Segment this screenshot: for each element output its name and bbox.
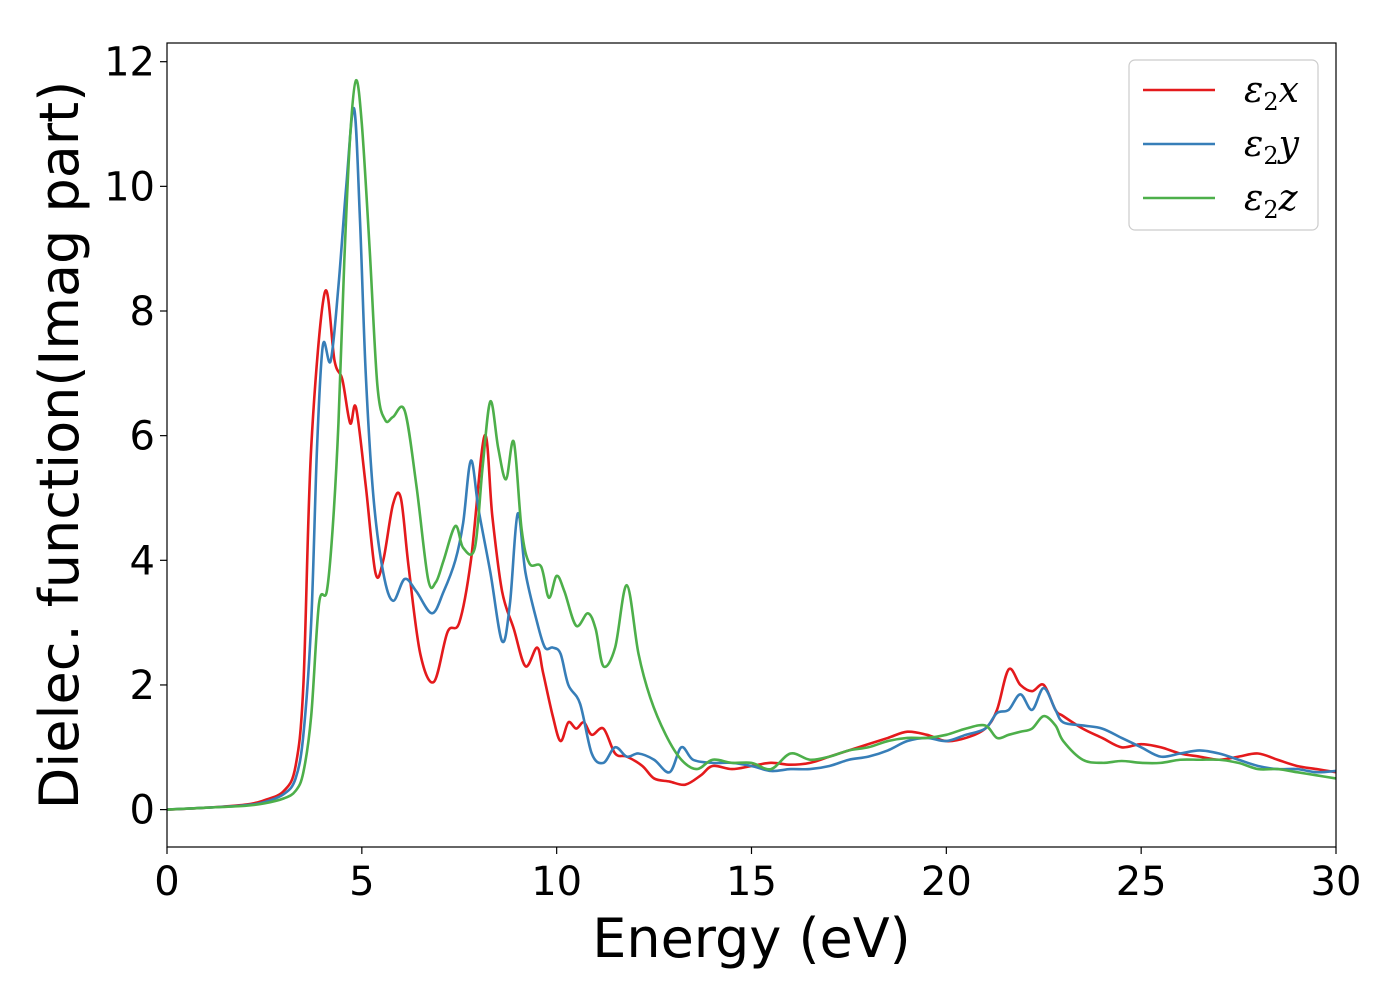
legend-epsilon: ε	[1244, 70, 1263, 111]
y-tick-label: 4	[130, 538, 155, 584]
legend-label-y: ε2y	[1244, 124, 1300, 170]
y-tick-label: 8	[130, 289, 155, 335]
legend-subscript: 2	[1263, 88, 1278, 116]
y-tick-label: 10	[104, 164, 155, 210]
series-line-z	[167, 79, 1336, 811]
legend-component: x	[1279, 70, 1299, 111]
y-tick-label: 12	[104, 40, 155, 86]
x-tick-label: 25	[1116, 859, 1167, 905]
y-tick-label: 2	[130, 663, 155, 709]
legend-subscript: 2	[1263, 142, 1278, 170]
legend-box	[1128, 59, 1319, 231]
legend-label-x: ε2x	[1244, 70, 1299, 116]
x-tick-label: 20	[921, 859, 972, 905]
x-tick-label: 0	[154, 859, 179, 905]
legend-component: y	[1277, 124, 1300, 165]
legend-component: z	[1278, 178, 1299, 219]
y-tick-label: 0	[130, 788, 155, 834]
legend-epsilon: ε	[1244, 178, 1263, 219]
legend-epsilon: ε	[1244, 124, 1263, 165]
x-tick-label: 15	[726, 859, 777, 905]
x-tick-label: 5	[349, 859, 374, 905]
y-axis-ticks: 0 2 4 6 8 10 12	[104, 40, 167, 834]
x-axis-ticks: 0 5 10 15 20 25 30	[154, 847, 1361, 905]
y-axis-label: Dielec. function(Imag part)	[28, 81, 91, 810]
series-line-x	[167, 288, 1336, 811]
legend-label-z: ε2z	[1244, 178, 1299, 224]
x-axis-label: Energy (eV)	[592, 907, 911, 970]
x-tick-label: 10	[531, 859, 582, 905]
legend-subscript: 2	[1263, 196, 1278, 224]
plot-lines	[167, 79, 1336, 811]
x-tick-label: 30	[1311, 859, 1362, 905]
y-tick-label: 6	[130, 414, 155, 460]
